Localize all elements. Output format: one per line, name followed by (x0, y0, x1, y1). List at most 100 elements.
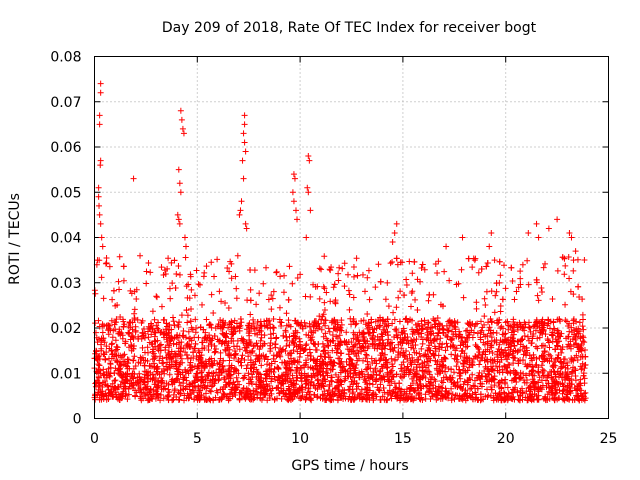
data-point (233, 286, 239, 292)
data-point (510, 316, 516, 322)
data-point (152, 317, 158, 323)
y-tick-label: 0.01 (50, 366, 81, 382)
data-point (411, 259, 417, 265)
data-point (562, 302, 568, 308)
data-point (101, 295, 107, 301)
data-point (371, 329, 377, 335)
data-point (275, 366, 281, 372)
data-point (248, 297, 254, 303)
data-point (549, 296, 555, 302)
data-point (367, 297, 373, 303)
data-point (469, 264, 475, 270)
y-tick-label: 0.02 (50, 321, 81, 337)
data-point (111, 288, 117, 294)
x-tick-label: 15 (394, 431, 412, 447)
data-point (171, 322, 177, 328)
data-point (342, 283, 348, 289)
data-point (238, 316, 244, 322)
data-point (271, 352, 277, 358)
data-point (115, 279, 121, 285)
data-point (286, 297, 292, 303)
data-point (100, 366, 106, 372)
data-point (313, 347, 319, 353)
data-point (397, 288, 403, 294)
data-point (318, 266, 324, 272)
data-point (273, 270, 279, 276)
data-points (92, 81, 589, 404)
data-point (561, 271, 567, 277)
data-point (580, 317, 586, 323)
data-point (420, 261, 426, 267)
data-point (443, 356, 449, 362)
data-point (383, 296, 389, 302)
data-point (175, 212, 181, 218)
data-point (566, 254, 572, 260)
data-point (267, 343, 273, 349)
data-point (443, 244, 449, 250)
data-point (290, 189, 296, 195)
data-point (180, 328, 186, 334)
data-point (364, 311, 370, 317)
data-point (392, 230, 398, 236)
data-point (179, 117, 185, 123)
data-point (150, 308, 156, 314)
data-point (566, 275, 572, 281)
data-point (570, 318, 576, 324)
data-point (395, 295, 401, 301)
data-point (232, 351, 238, 357)
data-point (277, 305, 283, 311)
data-point (131, 353, 137, 359)
data-point (498, 309, 504, 315)
data-point (306, 158, 312, 164)
data-point (330, 332, 336, 338)
data-point (390, 310, 396, 316)
data-point (473, 299, 479, 305)
data-point (253, 301, 259, 307)
data-point (575, 284, 581, 290)
data-point (524, 258, 530, 264)
data-point (489, 334, 495, 340)
data-point (339, 266, 345, 272)
data-point (218, 350, 224, 356)
data-point (327, 298, 333, 304)
data-point (98, 90, 104, 96)
data-point (534, 221, 540, 227)
data-point (271, 289, 277, 295)
data-point (476, 270, 482, 276)
data-point (554, 216, 560, 222)
data-point (273, 335, 279, 341)
data-point (236, 212, 242, 218)
data-point (247, 311, 253, 317)
data-point (185, 312, 191, 318)
y-tick-label: 0.04 (50, 231, 81, 247)
y-axis-label: ROTI / TECUs (7, 193, 23, 285)
data-point (573, 377, 579, 383)
data-point (317, 265, 323, 271)
data-point (581, 373, 587, 379)
data-point (441, 269, 447, 275)
data-point (283, 343, 289, 349)
data-point (536, 235, 542, 241)
data-point (281, 289, 287, 295)
data-point (453, 392, 459, 398)
data-point (345, 272, 351, 278)
data-point (286, 263, 292, 269)
data-point (294, 216, 300, 222)
x-tick-label: 20 (497, 431, 515, 447)
data-point (264, 361, 270, 367)
data-point (378, 356, 384, 362)
data-point (482, 302, 488, 308)
data-point (489, 288, 495, 294)
data-point (176, 167, 182, 173)
data-point (188, 306, 194, 312)
data-point (571, 257, 577, 263)
data-point (98, 81, 104, 87)
data-point (390, 239, 396, 245)
data-point (481, 313, 487, 319)
data-point (351, 274, 357, 280)
data-point (375, 261, 381, 267)
data-point (448, 351, 454, 357)
data-point (99, 235, 105, 241)
data-point (167, 296, 173, 302)
